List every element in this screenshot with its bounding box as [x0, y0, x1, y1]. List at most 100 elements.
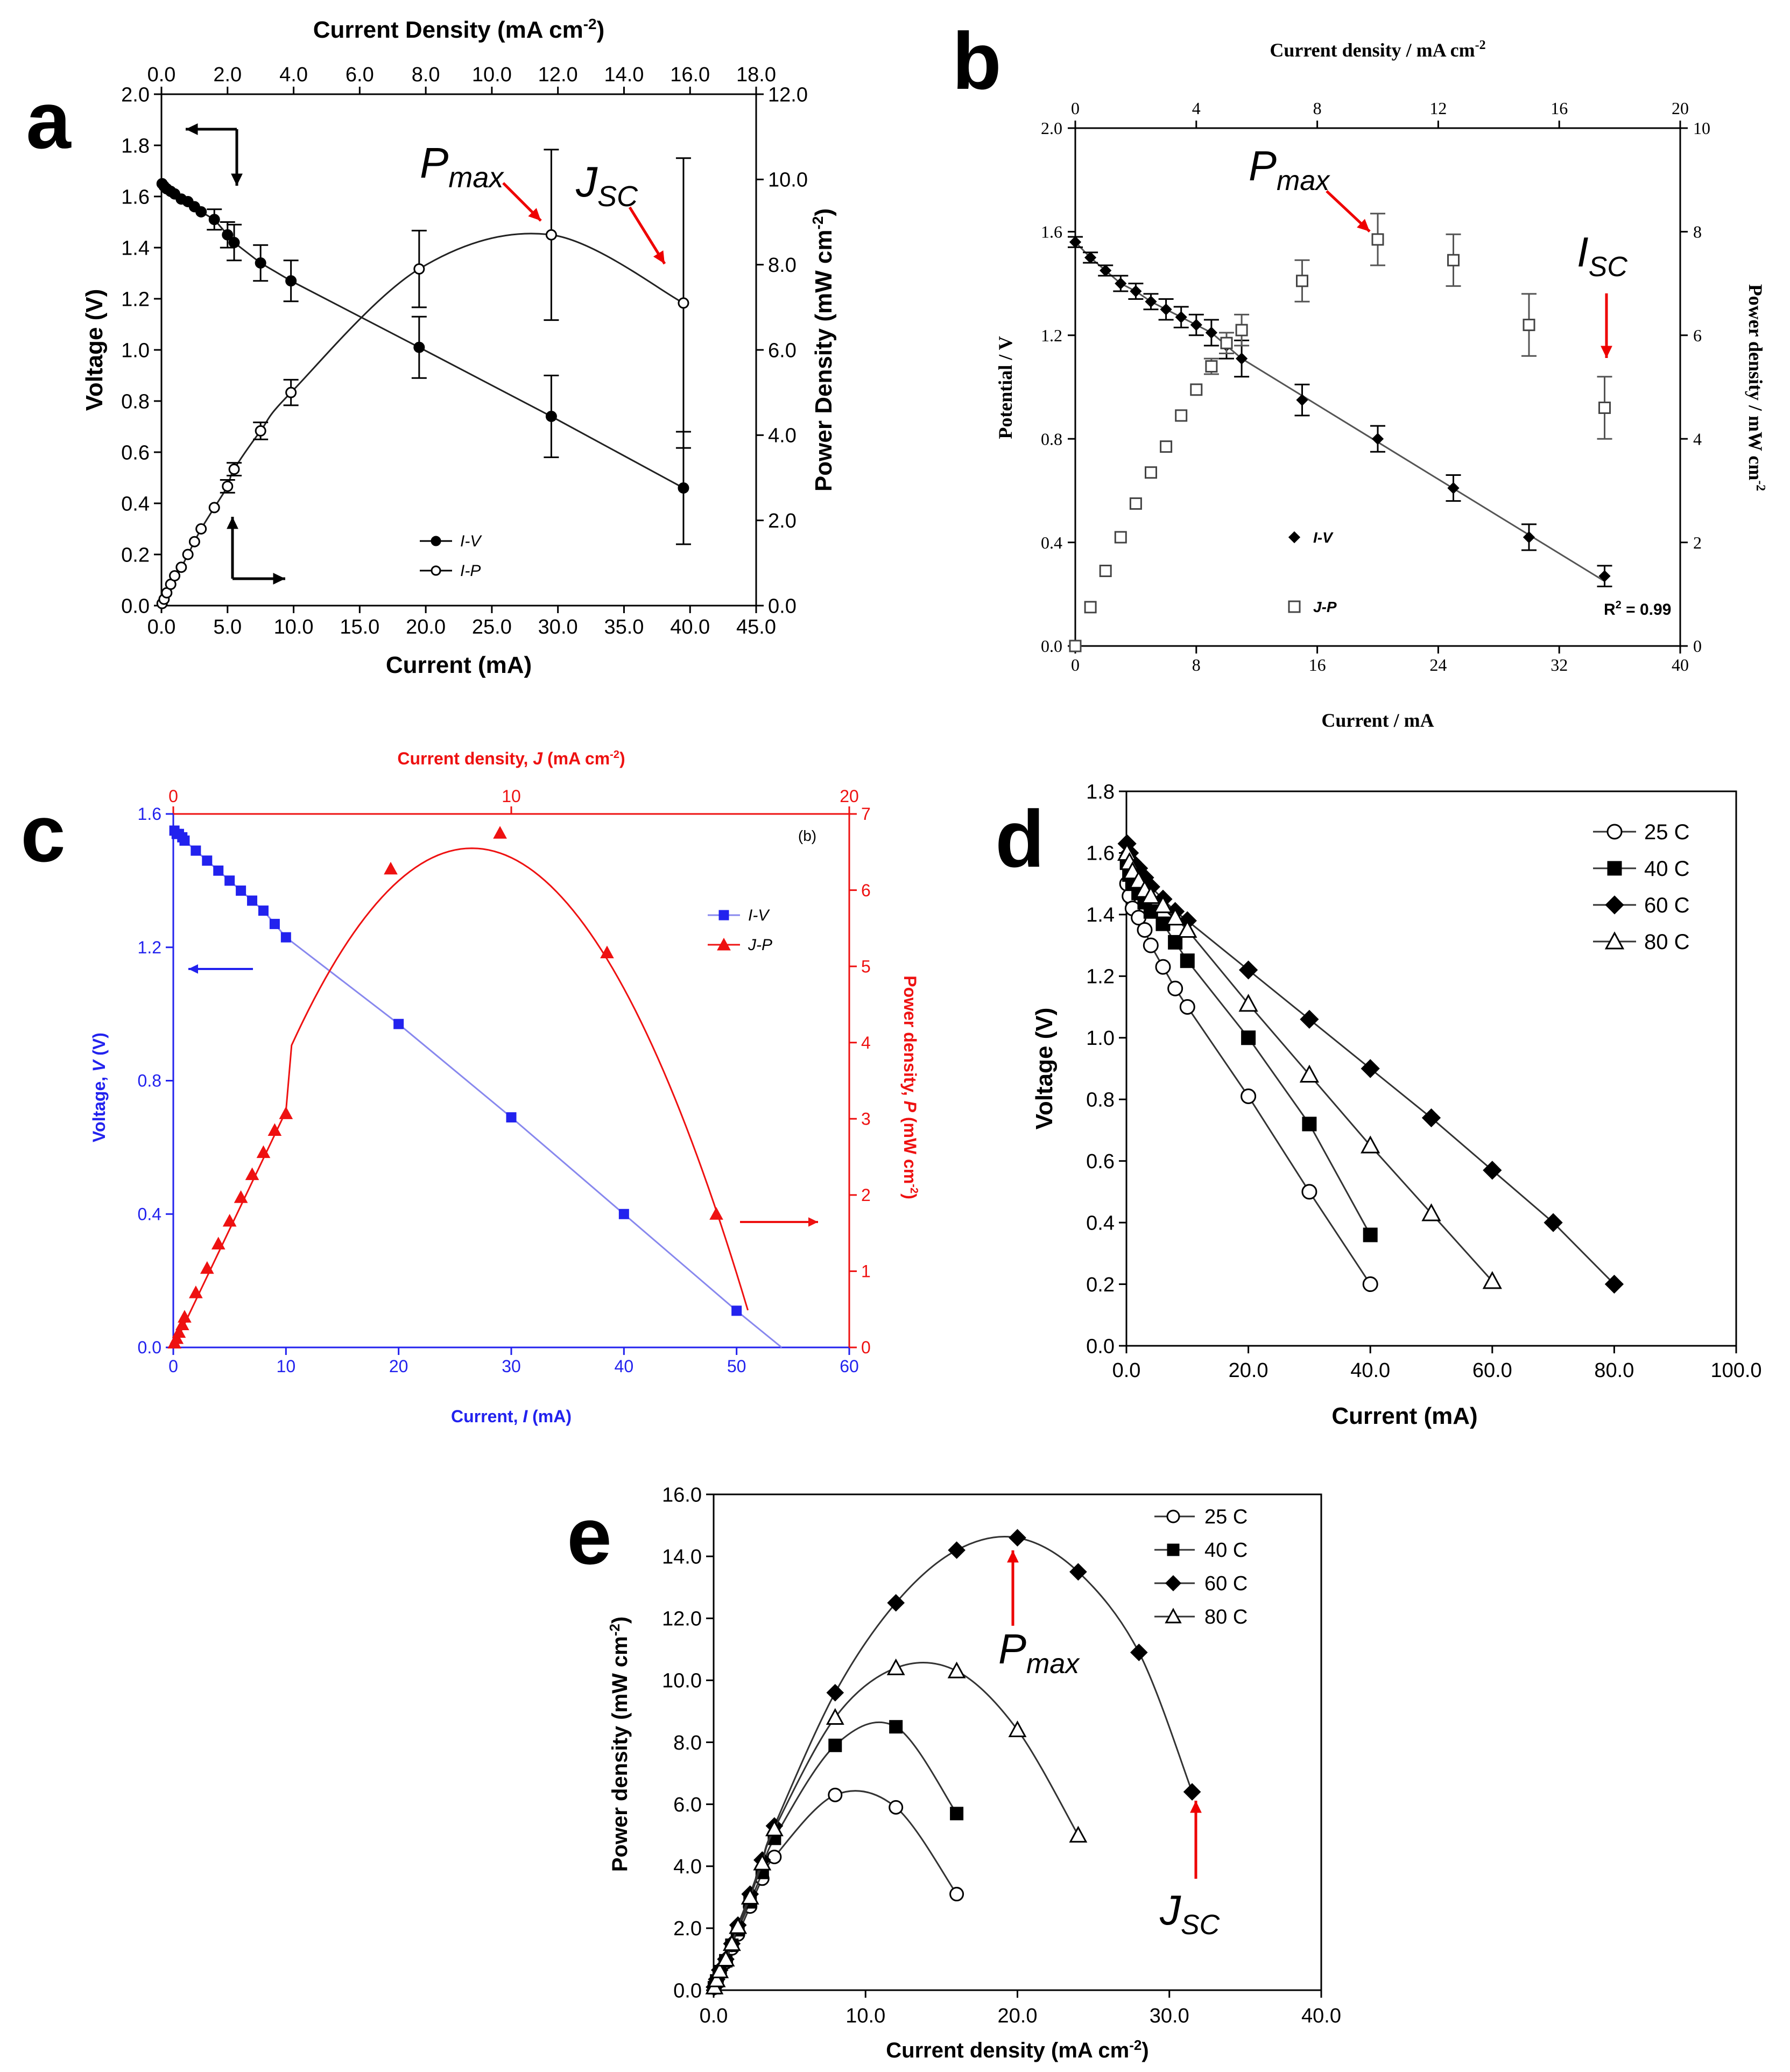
- series-point-0: [1362, 1276, 1378, 1293]
- series-point-3: [765, 1820, 784, 1837]
- left-axis-arrow-head: [186, 123, 198, 135]
- legend-label-2: 60 C: [1204, 1572, 1248, 1595]
- x-tick-label: 60.0: [1472, 1359, 1512, 1382]
- iv-point: [224, 875, 235, 886]
- x-tick-label: 25.0: [472, 616, 512, 638]
- jp-point: [1296, 275, 1308, 287]
- iv-point: [179, 835, 190, 846]
- x2-tick-label: 10: [502, 786, 521, 806]
- y2-tick-label: 10.0: [768, 169, 808, 192]
- subscript: SC: [597, 180, 638, 213]
- jp-point: [178, 1310, 192, 1323]
- pmax-arrow-head: [528, 208, 541, 221]
- jp-point: [200, 1261, 214, 1274]
- y-tick-label: 0.0: [138, 1338, 161, 1357]
- series-point-2: [1069, 1563, 1087, 1581]
- y-tick-label: 1.2: [121, 288, 150, 311]
- jp-point: [222, 1213, 237, 1227]
- legend-marker-jp: [1288, 600, 1301, 613]
- series-point-0: [1179, 999, 1195, 1015]
- series-point-1: [1302, 1116, 1317, 1132]
- y2-tick-label: 10: [1693, 118, 1710, 138]
- chart-panel-b: b0 8 16 24 32 400 4 8 12 16 200.00.40.81.21.62.002…: [952, 16, 1767, 731]
- legend-marker-1: [1167, 1543, 1180, 1556]
- iv-point: [280, 932, 291, 943]
- up-arrow-head: [227, 517, 238, 529]
- x2-tick-label: 12: [1429, 99, 1447, 118]
- legend-marker-0: [1166, 1509, 1180, 1523]
- iv-point: [618, 1209, 629, 1219]
- pmax-annotation: Pmax: [998, 1625, 1080, 1680]
- series-line-2: [713, 1536, 1193, 1987]
- chart-panel-c: c0 10 20 30 40 50 600 10 200.00.40.81.21.6012345…: [20, 749, 920, 1426]
- x-tick-label: 0.0: [147, 616, 176, 638]
- series-point-3: [886, 1658, 905, 1675]
- series-point-1: [1180, 953, 1195, 968]
- y2-tick-label: 12.0: [768, 83, 808, 106]
- pmax-arrow-head: [1007, 1550, 1019, 1563]
- y-tick-label: 1.6: [1086, 842, 1115, 865]
- jp-point: [1205, 360, 1218, 373]
- ip-point: [678, 297, 689, 309]
- legend-label-iv: I-V: [1313, 529, 1334, 546]
- legend-marker-1: [1607, 861, 1622, 876]
- series-point-3: [1299, 1064, 1320, 1083]
- chart-panel-d: d 0.0 20.0 40.0 60.0 80.0 100.0 0.0 0.2 0.4 0.6 0.8…: [995, 781, 1761, 1429]
- x2-tick-label: 0.0: [147, 64, 176, 86]
- iv-point: [1145, 296, 1157, 308]
- y-tick-label: 0.0: [121, 595, 150, 617]
- x-axis-title: Current (mA): [386, 652, 532, 678]
- jp-point: [175, 1317, 189, 1331]
- isc-arrow-head: [1601, 346, 1612, 358]
- iv-point: [1084, 251, 1097, 264]
- jp-point: [1114, 531, 1127, 544]
- y-tick-label: 8.0: [673, 1732, 702, 1754]
- iv-point: [1447, 482, 1460, 494]
- series-point-2: [826, 1684, 844, 1702]
- series-point-2: [1483, 1161, 1502, 1180]
- subscript: max: [1277, 165, 1330, 196]
- y-tick-label: 16.0: [662, 1484, 702, 1506]
- jp-point: [1598, 401, 1611, 414]
- series-point-0: [1301, 1184, 1317, 1200]
- series-point-3: [710, 1961, 729, 1978]
- series-point-3: [729, 1917, 748, 1934]
- ip-point: [195, 523, 207, 535]
- iv-point: [413, 341, 425, 353]
- y2-tick-label: 8: [1693, 222, 1702, 242]
- x-tick-label: 35.0: [604, 616, 644, 638]
- x-tick-label: 50: [727, 1357, 746, 1376]
- panel-label-e: e: [567, 1491, 611, 1581]
- text-span: (V): [89, 1033, 109, 1060]
- iv-point: [255, 257, 266, 269]
- series-iv-line: [1074, 241, 1243, 360]
- ip-point: [545, 229, 557, 241]
- text-span: J: [533, 749, 543, 768]
- y-tick-label: 2.0: [673, 1918, 702, 1940]
- x-tick-label: 0: [1071, 655, 1080, 675]
- x-tick-label: 0.0: [700, 2005, 728, 2027]
- series-point-3: [1421, 1203, 1441, 1221]
- x-tick-label: 0: [168, 1357, 178, 1376]
- x2-tick-label: 0: [1071, 99, 1080, 118]
- x-tick-label: 16: [1309, 655, 1326, 675]
- x-tick-label: 40: [1672, 655, 1689, 675]
- x2-tick-label: 0: [168, 786, 178, 806]
- x-tick-label: 30.0: [538, 616, 578, 638]
- y-tick-label: 1.8: [121, 135, 150, 157]
- x-tick-label: 20.0: [998, 2005, 1038, 2027]
- superscript: -2: [607, 1624, 623, 1636]
- iv-point: [1598, 570, 1611, 582]
- iv-point: [1175, 311, 1187, 324]
- series-point-3: [1153, 895, 1173, 914]
- y2-tick-label: 4: [861, 1033, 871, 1052]
- y-tick-label: 0.6: [1086, 1150, 1115, 1173]
- iv-point: [1523, 531, 1535, 544]
- iv-point: [678, 482, 689, 494]
- y-tick-label: 2.0: [1041, 118, 1062, 138]
- iv-point: [247, 895, 258, 906]
- jp-point: [384, 861, 398, 875]
- panel-label-d: d: [995, 793, 1045, 884]
- y2-tick-label: 8.0: [768, 254, 797, 277]
